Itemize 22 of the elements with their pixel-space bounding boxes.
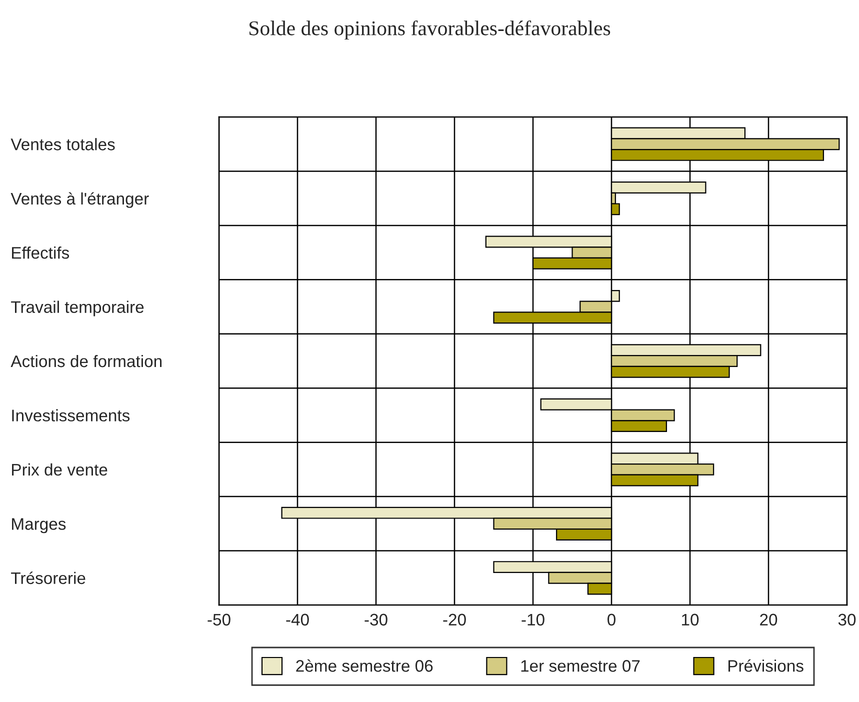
y-tick-label: Ventes totales (10, 138, 115, 150)
y-tick-label: Prix de vente (12, 463, 108, 476)
y-tick-label: Ventes à l'étranger (10, 192, 149, 208)
x-tick-label: 0 (608, 614, 616, 626)
y-tick-label: Trésorerie (11, 572, 86, 584)
x-tick-label: -20 (443, 614, 466, 626)
y-tick-label: Marges (12, 518, 66, 534)
x-tick-label: 10 (682, 614, 699, 626)
chart-title: Solde des opinions favorables-défavorables (250, 20, 610, 40)
x-tick-label: 30 (838, 614, 856, 626)
legend-label: Prévisions (728, 659, 804, 672)
y-tick-label: Investissements (12, 409, 130, 422)
y-tick-label: Actions de formation (10, 354, 162, 368)
y-tick-label: Effectifs (12, 246, 70, 259)
legend-label: 1er semestre 07 (521, 660, 640, 672)
x-tick-label: 20 (760, 614, 778, 626)
x-tick-label: -10 (522, 614, 544, 626)
legend-label: 2ème semestre 06 (296, 659, 433, 672)
x-tick-label: -40 (286, 614, 309, 626)
x-tick-label: -50 (208, 614, 230, 626)
y-tick-label: Travail temporaire (11, 300, 144, 316)
x-tick-label: -30 (364, 614, 388, 626)
